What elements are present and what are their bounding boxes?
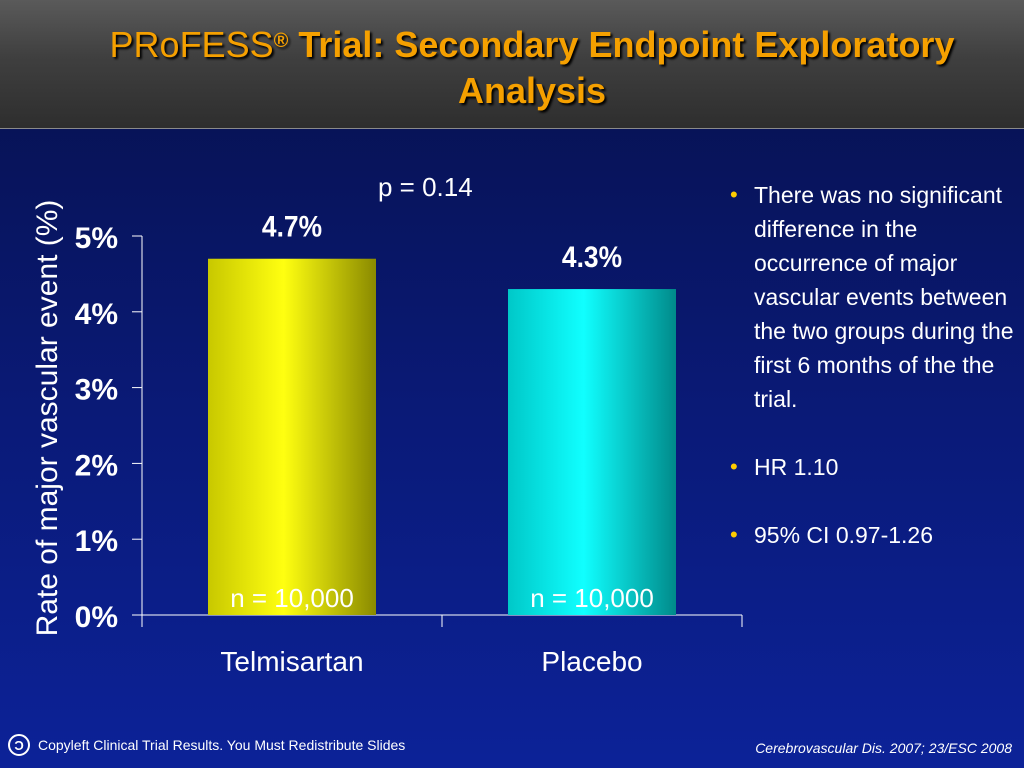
y-tick-label: 4% [75, 298, 118, 331]
x-category-label: Telmisartan [220, 646, 363, 677]
bar-value-label: 4.7% [262, 209, 322, 243]
bar-telmisartan [208, 258, 376, 615]
bar-value-label: 4.3% [562, 239, 622, 273]
bullet-list: • There was no significant difference in … [728, 178, 1020, 586]
bar-n-annotation: n = 10,000 [530, 583, 654, 613]
title-bar: PRoFESS® Trial: Secondary Endpoint Explo… [0, 0, 1024, 129]
copyleft-icon: C [8, 734, 30, 756]
bullet-text: There was no significant difference in t… [754, 182, 1014, 412]
bar-n-annotation: n = 10,000 [230, 583, 354, 613]
title-rest: Trial: Secondary Endpoint Exploratory An… [288, 24, 955, 111]
footer-copyleft: C Copyleft Clinical Trial Results. You M… [8, 734, 405, 756]
footer-citation: Cerebrovascular Dis. 2007; 23/ESC 2008 [755, 740, 1012, 756]
y-tick-label: 2% [75, 449, 118, 482]
slide-title: PRoFESS® Trial: Secondary Endpoint Explo… [40, 22, 1024, 114]
y-tick-label: 0% [75, 601, 118, 634]
footer-left-text: Copyleft Clinical Trial Results. You Mus… [38, 737, 406, 753]
y-tick-label: 5% [75, 222, 118, 255]
bullet-text: HR 1.10 [754, 454, 839, 480]
bullet-dot-icon: • [730, 454, 738, 479]
bullet-item: • 95% CI 0.97-1.26 [728, 518, 1020, 552]
y-tick-label: 1% [75, 525, 118, 558]
x-category-label: Placebo [541, 646, 642, 677]
y-tick-label: 3% [75, 374, 118, 407]
p-value: p = 0.14 [378, 172, 473, 202]
bar-chart: 0% 1% 2% 3% 4% 5% 4.7% n = 10,000 Telmisartan 4.… [75, 209, 676, 677]
bullet-item: • HR 1.10 [728, 450, 1020, 484]
bullet-text: 95% CI 0.97-1.26 [754, 522, 934, 548]
bullet-dot-icon: • [730, 522, 738, 547]
bar-placebo [508, 289, 676, 615]
bullet-dot-icon: • [730, 182, 738, 207]
bullet-item: • There was no significant difference in … [728, 178, 1020, 416]
title-prefix: PRoFESS [109, 24, 274, 65]
registered-mark: ® [273, 30, 289, 52]
